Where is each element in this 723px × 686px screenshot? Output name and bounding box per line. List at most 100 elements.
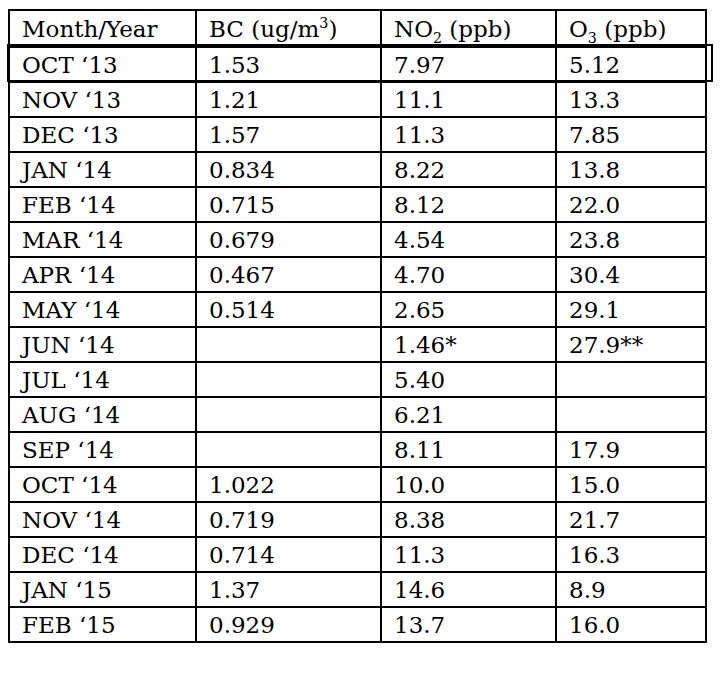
month-cell: NOV ‘14 [9,502,196,537]
value-cell-no2: 11.1 [381,82,556,117]
value-cell-o3: 22.0 [556,187,706,222]
value-cell-no2: 4.70 [381,257,556,292]
header-text: (ppb) [442,16,511,42]
value-cell-bc: 0.715 [196,187,381,222]
header-text: 3 [588,29,597,45]
value-cell-o3: 16.3 [556,537,706,572]
value-cell-no2: 8.38 [381,502,556,537]
value-cell-bc [196,397,381,432]
table-row: JAN ‘151.3714.68.9 [9,572,706,607]
value-cell-bc: 1.37 [196,572,381,607]
month-cell: DEC ‘13 [9,117,196,152]
column-header-month-year: Month/Year [9,10,196,47]
header-text: 2 [433,29,442,45]
month-cell: DEC ‘14 [9,537,196,572]
month-cell: JUN ‘14 [9,327,196,362]
value-cell-no2: 6.21 [381,397,556,432]
value-cell-o3: 15.0 [556,467,706,502]
value-cell-bc: 0.514 [196,292,381,327]
month-cell: MAR ‘14 [9,222,196,257]
value-cell-o3: 21.7 [556,502,706,537]
header-text: Month/Year [22,16,158,42]
table-row: FEB ‘150.92913.716.0 [9,607,706,642]
value-cell-no2: 8.12 [381,187,556,222]
table-row: APR ‘140.4674.7030.4 [9,257,706,292]
month-cell: FEB ‘14 [9,187,196,222]
value-cell-no2: 8.22 [381,152,556,187]
header-row: Month/YearBC (ug/m3)NO2 (ppb)O3 (ppb) [9,10,706,47]
table-row: MAR ‘140.6794.5423.8 [9,222,706,257]
column-header-no2: NO2 (ppb) [381,10,556,47]
value-cell-no2: 11.3 [381,117,556,152]
value-cell-no2: 4.54 [381,222,556,257]
column-header-o3: O3 (ppb) [556,10,706,47]
value-cell-bc [196,327,381,362]
value-cell-bc: 1.53 [196,47,381,82]
table-row: OCT ‘131.537.975.12 [9,47,706,82]
table-row: SEP ‘14 8.1117.9 [9,432,706,467]
value-cell-bc: 1.21 [196,82,381,117]
value-cell-bc: 1.57 [196,117,381,152]
value-cell-o3: 17.9 [556,432,706,467]
table-row: FEB ‘140.7158.1222.0 [9,187,706,222]
value-cell-bc: 1.022 [196,467,381,502]
value-cell-no2: 5.40 [381,362,556,397]
value-cell-bc: 0.834 [196,152,381,187]
month-cell: OCT ‘14 [9,467,196,502]
value-cell-bc: 0.719 [196,502,381,537]
table-row: OCT ‘141.02210.015.0 [9,467,706,502]
value-cell-no2: 14.6 [381,572,556,607]
air-quality-table: Month/YearBC (ug/m3)NO2 (ppb)O3 (ppb) OC… [8,9,707,643]
month-cell: JAN ‘14 [9,152,196,187]
value-cell-no2: 2.65 [381,292,556,327]
month-cell: NOV ‘13 [9,82,196,117]
value-cell-o3: 16.0 [556,607,706,642]
table-row: MAY ‘140.5142.6529.1 [9,292,706,327]
value-cell-bc: 0.467 [196,257,381,292]
value-cell-o3: 30.4 [556,257,706,292]
value-cell-no2: 13.7 [381,607,556,642]
value-cell-o3 [556,362,706,397]
value-cell-o3: 29.1 [556,292,706,327]
table-row: JAN ‘140.8348.2213.8 [9,152,706,187]
value-cell-no2: 7.97 [381,47,556,82]
value-cell-no2: 8.11 [381,432,556,467]
month-cell: JUL ‘14 [9,362,196,397]
page: { "colors": { "background": "#ffffff", "… [0,0,723,686]
header-text: NO [394,16,433,42]
value-cell-o3: 23.8 [556,222,706,257]
value-cell-bc: 0.714 [196,537,381,572]
month-cell: JAN ‘15 [9,572,196,607]
table-row: DEC ‘131.5711.37.85 [9,117,706,152]
month-cell: FEB ‘15 [9,607,196,642]
month-cell: APR ‘14 [9,257,196,292]
column-header-bc: BC (ug/m3) [196,10,381,47]
value-cell-bc [196,432,381,467]
value-cell-o3: 8.9 [556,572,706,607]
value-cell-o3: 13.3 [556,82,706,117]
value-cell-bc: 0.929 [196,607,381,642]
table-row: NOV ‘140.7198.3821.7 [9,502,706,537]
month-cell: AUG ‘14 [9,397,196,432]
table-row: JUL ‘14 5.40 [9,362,706,397]
header-text: BC (ug/m [209,16,319,42]
value-cell-no2: 10.0 [381,467,556,502]
table-row: AUG ‘14 6.21 [9,397,706,432]
month-cell: MAY ‘14 [9,292,196,327]
value-cell-no2: 1.46* [381,327,556,362]
value-cell-o3 [556,397,706,432]
header-text: ) [328,16,337,42]
value-cell-o3: 27.9** [556,327,706,362]
value-cell-bc [196,362,381,397]
table-row: NOV ‘131.2111.113.3 [9,82,706,117]
month-cell: OCT ‘13 [9,47,196,82]
header-text: O [569,16,588,42]
header-text: (ppb) [597,16,666,42]
value-cell-bc: 0.679 [196,222,381,257]
value-cell-no2: 11.3 [381,537,556,572]
value-cell-o3: 5.12 [556,47,706,82]
month-cell: SEP ‘14 [9,432,196,467]
value-cell-o3: 7.85 [556,117,706,152]
value-cell-o3: 13.8 [556,152,706,187]
air-quality-table-wrap: Month/YearBC (ug/m3)NO2 (ppb)O3 (ppb) OC… [8,9,707,643]
